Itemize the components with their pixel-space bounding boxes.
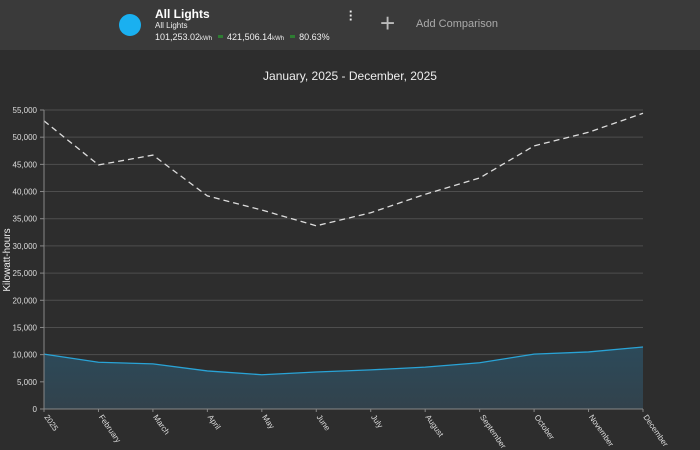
x-tick-label: October — [532, 413, 556, 442]
y-tick-label: 10,000 — [13, 351, 38, 360]
y-tick-label: 0 — [33, 405, 38, 414]
y-axis-label: Kilowatt-hours — [2, 228, 13, 291]
stat-percent: 80.63% — [299, 32, 330, 42]
x-tick-label: September — [478, 413, 508, 450]
plus-icon[interactable]: + — [380, 8, 396, 38]
x-tick-label: June — [315, 413, 333, 433]
add-comparison-button[interactable]: Add Comparison — [416, 18, 498, 30]
y-tick-label: 45,000 — [13, 160, 38, 169]
header-bar: All Lights All Lights 101,253.02kWh 421,5… — [0, 0, 700, 50]
y-tick-label: 30,000 — [13, 242, 38, 251]
series-area — [44, 347, 643, 409]
x-tick-label: August — [424, 413, 446, 439]
series-subtitle: All Lights — [155, 21, 188, 30]
y-tick-label: 50,000 — [13, 133, 38, 142]
x-tick-label: July — [369, 413, 385, 430]
x-tick-label: November — [587, 413, 616, 449]
stat-unit-1: kWh — [200, 36, 213, 42]
y-tick-label: 20,000 — [13, 296, 38, 305]
stat-value-2: 421,506.14 — [227, 32, 273, 42]
series-title: All Lights — [155, 7, 210, 21]
y-tick-label: 55,000 — [13, 106, 38, 115]
chart-title: January, 2025 - December, 2025 — [263, 69, 437, 83]
stat-unit-2: kWh — [272, 36, 285, 42]
x-tick-label: May — [260, 413, 276, 431]
y-tick-label: 40,000 — [13, 188, 38, 197]
series-dashed-line — [43, 112, 644, 227]
series-stats: 101,253.02kWh 421,506.14kWh 80.63% — [155, 32, 330, 42]
y-tick-label: 25,000 — [13, 269, 38, 278]
x-tick-label: March — [151, 413, 171, 436]
kebab-menu-icon[interactable]: · · · — [348, 4, 354, 27]
green-indicator-icon — [290, 35, 296, 39]
stat-value-1: 101,253.02 — [155, 32, 201, 42]
x-tick-label: February — [97, 413, 123, 444]
y-tick-label: 35,000 — [13, 215, 38, 224]
x-tick-label: 2025 — [42, 413, 60, 433]
y-tick-label: 15,000 — [13, 323, 38, 332]
x-tick-label: December — [641, 413, 670, 449]
y-tick-label: 5,000 — [17, 378, 38, 387]
series-color-dot[interactable] — [119, 14, 141, 36]
green-indicator-icon — [218, 35, 224, 39]
x-tick-label: April — [206, 413, 223, 431]
series-line — [43, 346, 644, 376]
